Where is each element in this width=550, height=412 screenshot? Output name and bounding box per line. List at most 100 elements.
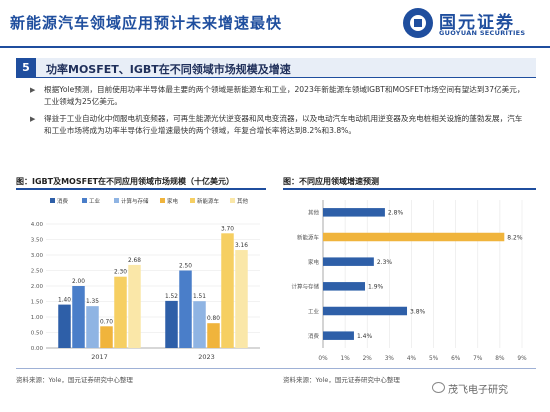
- y-tick-label: 2.50: [31, 269, 44, 275]
- bar-value-label: 8.2%: [507, 234, 523, 241]
- right-chart-divider: [283, 188, 536, 190]
- bar: [235, 250, 248, 348]
- right-chart-title: 图：不同应用领域增速预测: [283, 177, 379, 186]
- legend-label: 家电: [167, 197, 179, 205]
- y-category-label: 家电: [308, 258, 320, 266]
- bar-value-label: 1.4%: [357, 333, 373, 340]
- x-tick-label: 5%: [429, 356, 439, 362]
- bar-value-label: 0.80: [207, 316, 220, 322]
- legend-swatch: [230, 198, 235, 203]
- bar-value-label: 2.68: [128, 258, 141, 264]
- bar: [165, 300, 178, 348]
- y-category-label: 新能源车: [297, 233, 320, 241]
- y-tick-label: 4.00: [31, 222, 44, 228]
- x-tick-label: 0%: [318, 356, 328, 362]
- logo-chinese-name: 国元证券: [439, 13, 515, 33]
- legend-label: 计算与存储: [121, 197, 149, 205]
- bullet-item: ▶ 得益于工业自动化中伺服电机变频器，可再生能源光伏逆变器和风电变流器，以及电动…: [30, 113, 525, 136]
- bar-value-label: 3.8%: [410, 308, 426, 315]
- page-header: 新能源汽车领域应用预计未来增速最快 国元证券 GUOYUAN SECURITIE…: [0, 0, 550, 44]
- y-tick-label: 2.00: [31, 284, 44, 290]
- bar: [58, 304, 71, 348]
- bullet-list: ▶ 根据Yole预测，目前使用功率半导体最主要的两个领域是新能源车和工业，202…: [30, 84, 525, 142]
- bar: [323, 208, 385, 217]
- footer-divider: [16, 368, 536, 369]
- y-tick-label: 3.00: [31, 253, 44, 259]
- bar-value-label: 1.35: [86, 299, 99, 305]
- bar-value-label: 2.00: [72, 279, 85, 285]
- guoyuan-logo: 国元证券 GUOYUAN SECURITIES: [403, 8, 543, 40]
- bar-value-label: 2.30: [114, 270, 127, 276]
- bullet-item: ▶ 根据Yole预测，目前使用功率半导体最主要的两个领域是新能源车和工业，202…: [30, 84, 525, 107]
- guoyuan-logo-icon: [403, 8, 433, 38]
- y-tick-label: 1.00: [31, 315, 44, 321]
- section-title: 功率MOSFET、IGBT在不同领域市场规模及增速: [46, 63, 291, 76]
- bar: [179, 270, 192, 348]
- x-tick-label: 3%: [385, 356, 395, 362]
- bullet-text: 得益于工业自动化中伺服电机变频器，可再生能源光伏逆变器和风电变流器，以及电动汽车…: [44, 114, 523, 135]
- bar: [221, 233, 234, 348]
- x-tick-label: 9%: [517, 356, 527, 362]
- bar: [100, 326, 113, 348]
- legend-swatch: [190, 198, 195, 203]
- bar: [72, 286, 85, 348]
- y-category-label: 消费: [308, 332, 320, 340]
- legend-label: 新能源车: [197, 197, 220, 205]
- watermark-text: 茂飞电子研究: [448, 385, 508, 396]
- legend-label: 工业: [89, 197, 101, 205]
- bar-value-label: 2.50: [179, 264, 192, 270]
- bar: [323, 306, 408, 316]
- y-category-label: 工业: [308, 307, 320, 315]
- header-divider: [0, 46, 550, 48]
- section-heading: 5 功率MOSFET、IGBT在不同领域市场规模及增速: [16, 58, 536, 78]
- x-tick-label: 6%: [451, 356, 461, 362]
- bar: [323, 257, 374, 266]
- legend-label: 其他: [237, 197, 249, 205]
- bullet-arrow-icon: ▶: [30, 86, 36, 94]
- x-category-label: 2023: [198, 353, 215, 361]
- legend-swatch: [114, 198, 119, 203]
- y-tick-label: 0.00: [31, 346, 44, 352]
- left-chart-source: 资料来源：Yole，国元证券研究中心整理: [16, 376, 133, 384]
- bar: [128, 264, 141, 348]
- left-chart-divider: [16, 188, 266, 190]
- market-size-bar-chart: 消费 工业 计算与存储 家电 新能源车 其他 0.00 0.50 1.00 1.50 2.00 2.5…: [31, 197, 260, 361]
- legend-swatch: [160, 198, 165, 203]
- x-category-label: 2017: [91, 353, 108, 361]
- bar-value-label: 0.70: [100, 319, 113, 325]
- legend-label: 消费: [57, 197, 69, 205]
- bar: [86, 306, 99, 348]
- x-tick-label: 8%: [495, 356, 505, 362]
- y-tick-label: 0.50: [31, 331, 44, 337]
- page-title: 新能源汽车领域应用预计未来增速最快: [10, 14, 283, 32]
- x-tick-label: 4%: [407, 356, 417, 362]
- bar: [323, 282, 366, 291]
- right-chart-source: 资料来源：Yole，国元证券研究中心整理: [283, 376, 400, 384]
- growth-rate-bar-chart: 0% 1% 2% 3% 4% 5% 6% 7% 8% 9% 2.8% 其他 8.2% 新能源车 2.3% 家电…: [291, 200, 527, 362]
- bar: [323, 232, 505, 242]
- bullet-arrow-icon: ▶: [30, 115, 36, 123]
- bar-value-label: 1.51: [193, 294, 206, 300]
- left-chart-title: 图：IGBT及MOSFET在不同应用领域市场规模（十亿美元）: [16, 177, 235, 186]
- x-tick-label: 1%: [341, 356, 351, 362]
- y-tick-label: 3.50: [31, 238, 44, 244]
- bar-value-label: 1.9%: [368, 284, 384, 291]
- x-tick-label: 7%: [473, 356, 483, 362]
- bar-value-label: 2.8%: [388, 210, 404, 217]
- y-category-label: 其他: [308, 209, 320, 217]
- y-tick-label: 1.50: [31, 300, 44, 306]
- bar: [193, 301, 206, 348]
- bar-value-label: 3.16: [235, 243, 248, 249]
- logo-english-name: GUOYUAN SECURITIES: [439, 29, 526, 37]
- y-category-label: 计算与存储: [291, 283, 319, 291]
- bar-value-label: 3.70: [221, 226, 234, 232]
- wechat-icon: [432, 382, 445, 393]
- bar: [207, 323, 220, 348]
- bullet-text: 根据Yole预测，目前使用功率半导体最主要的两个领域是新能源车和工业，2023年…: [44, 85, 525, 106]
- bar: [323, 331, 354, 340]
- section-number: 5: [16, 58, 36, 78]
- x-tick-label: 2%: [363, 356, 373, 362]
- bar-value-label: 1.52: [165, 294, 178, 300]
- bar: [114, 276, 127, 348]
- legend-swatch: [82, 198, 87, 203]
